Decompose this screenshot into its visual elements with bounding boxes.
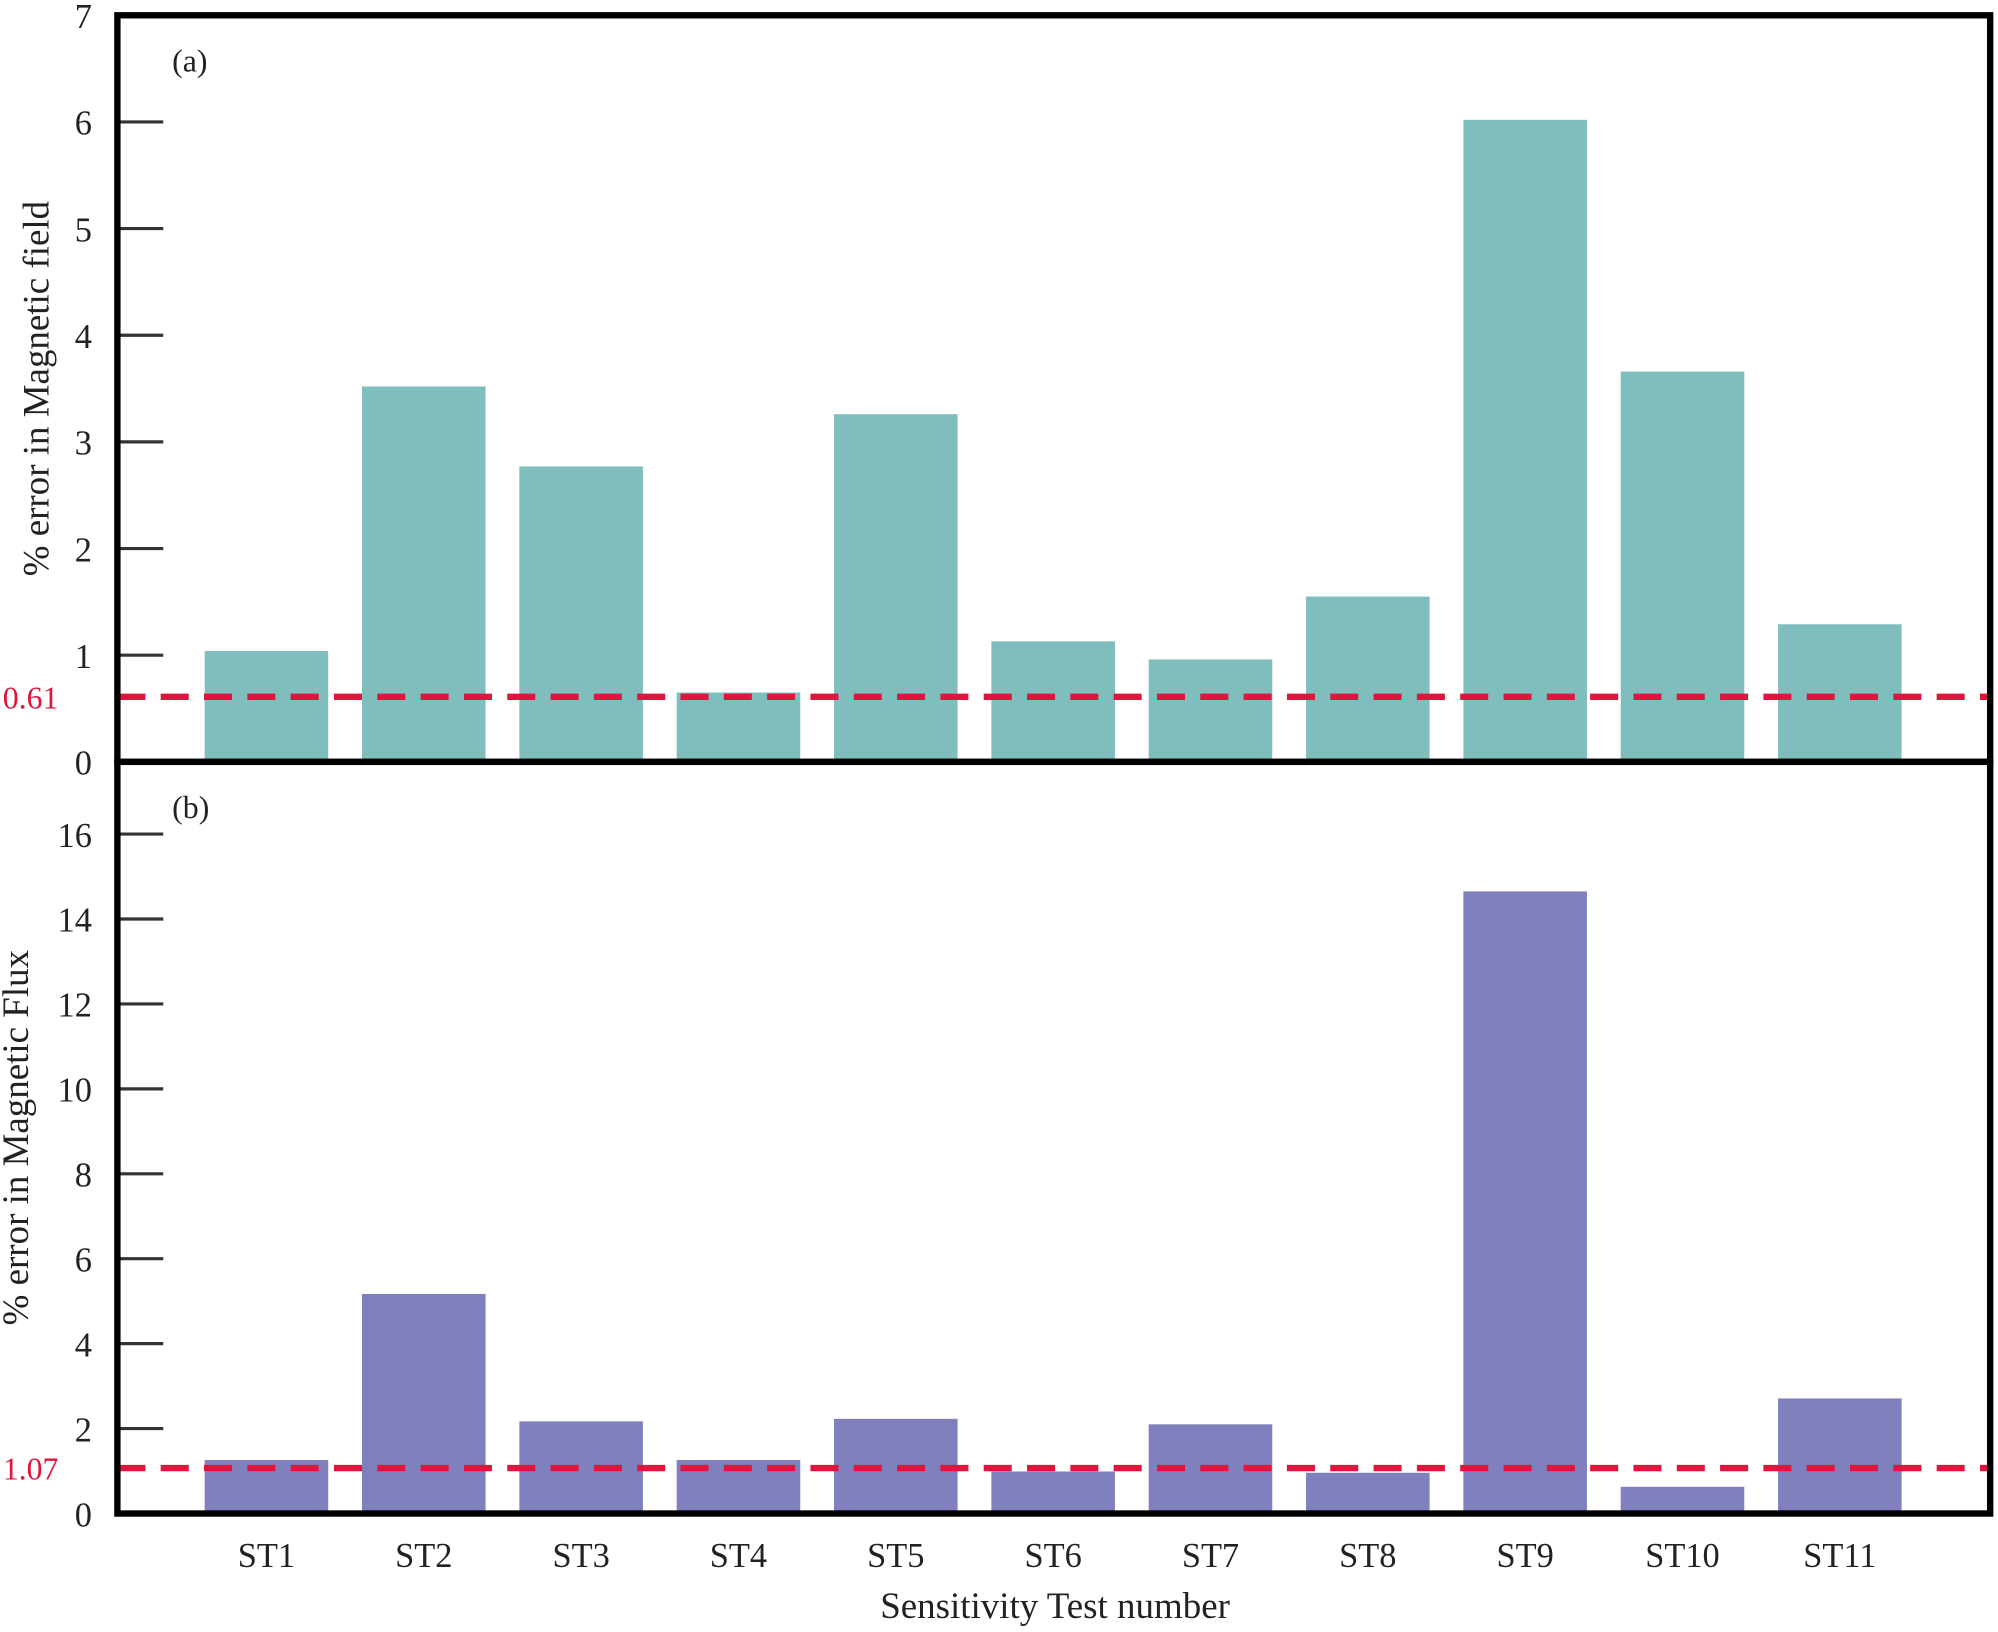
y-tick-label: 2 <box>75 1411 92 1449</box>
bar-st6 <box>991 641 1115 762</box>
y-tick-label: 16 <box>58 817 92 855</box>
bar-st2 <box>361 1293 486 1514</box>
y-tick-label: 0 <box>75 745 92 783</box>
y-tick-label: 6 <box>75 1241 92 1279</box>
y-tick-label: 10 <box>58 1072 92 1110</box>
bar-st5 <box>834 414 958 762</box>
bar-st5 <box>834 1418 958 1514</box>
bar-st9 <box>1463 119 1587 762</box>
x-tick-label: ST7 <box>1182 1537 1239 1575</box>
panel-label: (b) <box>172 790 209 825</box>
y-tick-label: 5 <box>75 211 92 249</box>
y-tick-label: 6 <box>75 105 92 143</box>
bar-st9 <box>1463 891 1587 1514</box>
bar-st4 <box>676 692 801 762</box>
bar-st11 <box>1778 624 1902 762</box>
x-tick-label: ST1 <box>238 1537 295 1575</box>
bar-st3 <box>519 466 643 762</box>
panel-label: (a) <box>172 43 207 78</box>
x-tick-label: ST3 <box>552 1537 609 1575</box>
x-axis-label: Sensitivity Test number <box>880 1585 1230 1626</box>
bar-st1 <box>204 650 329 762</box>
y-tick-label: 4 <box>75 1326 92 1364</box>
y-tick-label: 12 <box>58 987 92 1025</box>
y-tick-label: 7 <box>75 0 92 36</box>
x-tick-label: ST4 <box>710 1537 767 1575</box>
bar-st10 <box>1620 1486 1745 1514</box>
panel-b: ST1 ST2 ST3 ST4 ST5 ST6 ST7 ST8 ST9 ST10 ST11 0 2 4 6 8… <box>0 758 1994 1575</box>
bar-st10 <box>1620 371 1745 762</box>
bar-st2 <box>361 386 486 762</box>
y-tick-label: 4 <box>75 318 92 356</box>
bar-st7 <box>1148 659 1273 762</box>
bar-st3 <box>519 1421 643 1514</box>
x-tick-label: ST11 <box>1803 1537 1876 1575</box>
x-tick-label: ST6 <box>1024 1537 1081 1575</box>
reference-line-label: 1.07 <box>3 1452 59 1487</box>
y-tick-label: 0 <box>75 1496 92 1534</box>
bar-st8 <box>1306 596 1430 762</box>
y-axis-label: % error in Magnetic field <box>16 200 57 576</box>
bar-st6 <box>991 1471 1115 1514</box>
x-tick-label: ST9 <box>1497 1537 1554 1575</box>
x-tick-label: ST8 <box>1339 1537 1396 1575</box>
x-tick-label: ST5 <box>867 1537 924 1575</box>
y-tick-label: 8 <box>75 1157 92 1195</box>
y-axis-label: % error in Magnetic Flux <box>0 949 36 1325</box>
y-tick-label: 3 <box>75 425 92 463</box>
panel-frame <box>114 758 1994 1517</box>
x-tick-label: ST2 <box>395 1537 452 1575</box>
x-tick-label: ST10 <box>1645 1537 1720 1575</box>
panel-a: 0 1 2 3 4 5 6 7 0.61 (a) % error in Magnetic field <box>3 0 1994 783</box>
y-tick-label: 14 <box>58 902 92 940</box>
bar-st8 <box>1306 1472 1430 1514</box>
y-tick-label: 2 <box>75 531 92 569</box>
y-tick-label: 1 <box>75 638 92 676</box>
reference-line-label: 0.61 <box>3 680 59 715</box>
bar-st11 <box>1778 1398 1902 1514</box>
